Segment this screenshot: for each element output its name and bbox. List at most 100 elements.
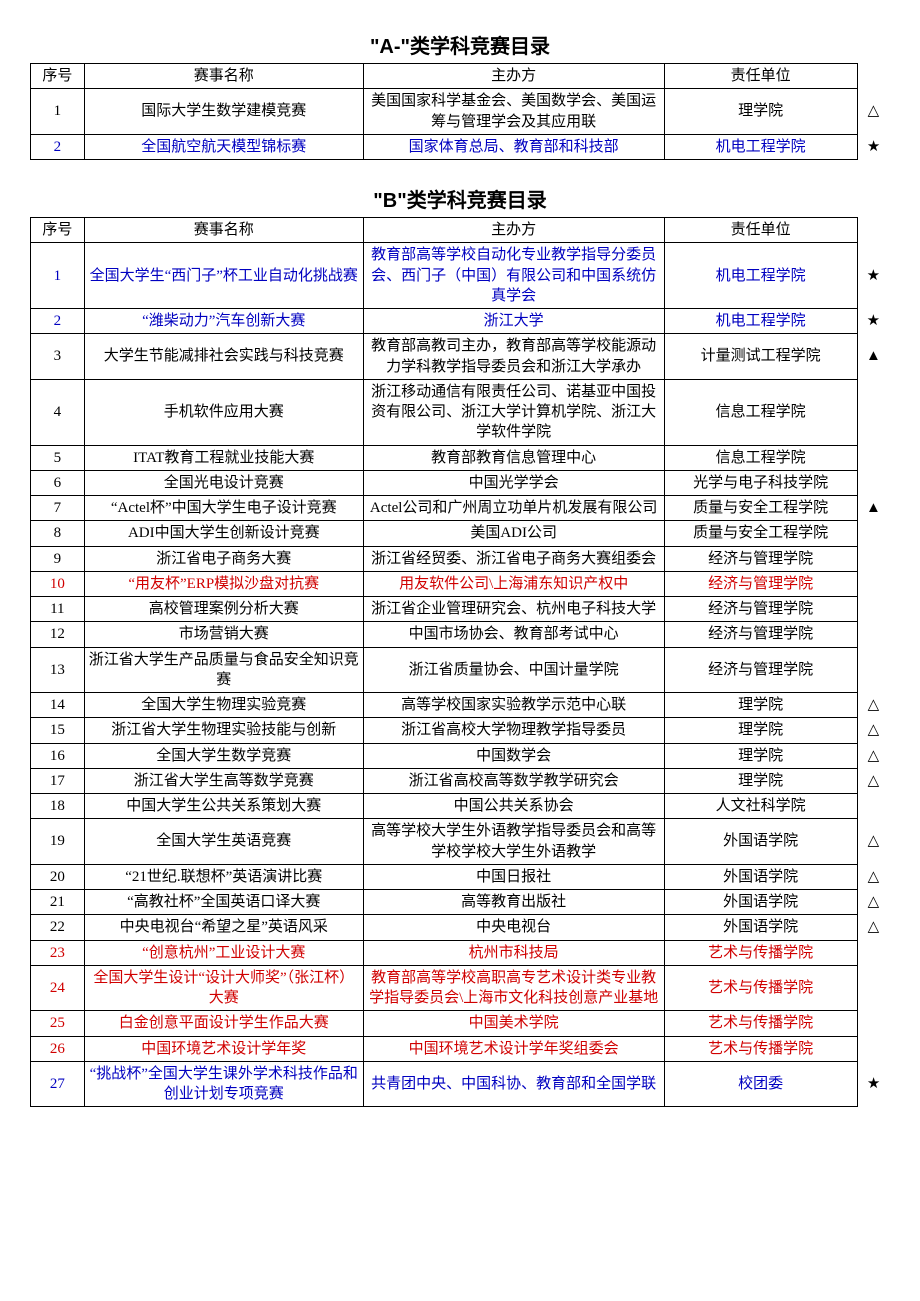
table-row: 1全国大学生“西门子”杯工业自动化挑战赛教育部高等学校自动化专业教学指导分委员会… [31, 243, 890, 309]
cell-dept: 经济与管理学院 [664, 571, 857, 596]
cell-org: 中国环境艺术设计学年奖组委会 [363, 1036, 664, 1061]
cell-org: 教育部高等学校高职高专艺术设计类专业教学指导委员会\上海市文化科技创意产业基地 [363, 965, 664, 1011]
cell-name: 中国大学生公共关系策划大赛 [84, 794, 363, 819]
cell-mark [857, 445, 889, 470]
cell-org: 高等教育出版社 [363, 890, 664, 915]
cell-sn: 9 [31, 546, 85, 571]
cell-mark: ★ [857, 243, 889, 309]
cell-sn: 4 [31, 379, 85, 445]
cell-org: 浙江大学 [363, 309, 664, 334]
cell-mark: △ [857, 768, 889, 793]
table-row: 4手机软件应用大赛浙江移动通信有限责任公司、诺基亚中国投资有限公司、浙江大学计算… [31, 379, 890, 445]
cell-dept: 理学院 [664, 743, 857, 768]
table-row: 27“挑战杯”全国大学生课外学术科技作品和创业计划专项竞赛共青团中央、中国科协、… [31, 1061, 890, 1107]
cell-org: 浙江省高校高等数学教学研究会 [363, 768, 664, 793]
cell-sn: 16 [31, 743, 85, 768]
cell-mark [857, 1036, 889, 1061]
table-b-title: "B"类学科竞赛目录 [30, 184, 890, 213]
header-mark [857, 218, 889, 243]
table-row: 22中央电视台“希望之星”英语风采中央电视台外国语学院△ [31, 915, 890, 940]
header-sn: 序号 [31, 218, 85, 243]
cell-mark [857, 379, 889, 445]
cell-org: 中国日报社 [363, 864, 664, 889]
cell-mark: △ [857, 89, 889, 135]
header-name: 赛事名称 [84, 218, 363, 243]
cell-name: 全国大学生设计“设计大师奖”（张江杯）大赛 [84, 965, 363, 1011]
cell-org: 共青团中央、中国科协、教育部和全国学联 [363, 1061, 664, 1107]
cell-dept: 艺术与传播学院 [664, 1011, 857, 1036]
cell-org: 中国美术学院 [363, 1011, 664, 1036]
header-dept: 责任单位 [664, 64, 857, 89]
cell-mark: △ [857, 864, 889, 889]
table-row: 1国际大学生数学建模竞赛美国国家科学基金会、美国数学会、美国运筹与管理学会及其应… [31, 89, 890, 135]
cell-sn: 3 [31, 334, 85, 380]
cell-org: 教育部高教司主办，教育部高等学校能源动力学科教学指导委员会和浙江大学承办 [363, 334, 664, 380]
cell-name: ITAT教育工程就业技能大赛 [84, 445, 363, 470]
cell-org: 中国市场协会、教育部考试中心 [363, 622, 664, 647]
table-row: 7“Actel杯”中国大学生电子设计竞赛Actel公司和广州周立功单片机发展有限… [31, 496, 890, 521]
cell-name: 手机软件应用大赛 [84, 379, 363, 445]
cell-dept: 理学院 [664, 768, 857, 793]
cell-name: 全国光电设计竞赛 [84, 470, 363, 495]
cell-dept: 机电工程学院 [664, 309, 857, 334]
cell-org: 教育部教育信息管理中心 [363, 445, 664, 470]
table-row: 19全国大学生英语竞赛高等学校大学生外语教学指导委员会和高等学校学校大学生外语教… [31, 819, 890, 865]
table-b: 序号 赛事名称 主办方 责任单位 1全国大学生“西门子”杯工业自动化挑战赛教育部… [30, 217, 890, 1107]
cell-name: “创意杭州”工业设计大赛 [84, 940, 363, 965]
cell-name: 大学生节能减排社会实践与科技竞赛 [84, 334, 363, 380]
cell-name: “挑战杯”全国大学生课外学术科技作品和创业计划专项竞赛 [84, 1061, 363, 1107]
cell-name: 市场营销大赛 [84, 622, 363, 647]
cell-org: 浙江省质量协会、中国计量学院 [363, 647, 664, 693]
cell-dept: 人文社科学院 [664, 794, 857, 819]
cell-org: 浙江省高校大学物理教学指导委员 [363, 718, 664, 743]
cell-mark: ★ [857, 134, 889, 159]
cell-org: 杭州市科技局 [363, 940, 664, 965]
cell-sn: 2 [31, 309, 85, 334]
cell-dept: 外国语学院 [664, 819, 857, 865]
cell-sn: 14 [31, 693, 85, 718]
cell-name: “21世纪.联想杯”英语演讲比赛 [84, 864, 363, 889]
cell-mark: △ [857, 890, 889, 915]
table-row: 15浙江省大学生物理实验技能与创新浙江省高校大学物理教学指导委员理学院△ [31, 718, 890, 743]
cell-dept: 信息工程学院 [664, 445, 857, 470]
cell-dept: 外国语学院 [664, 915, 857, 940]
cell-mark [857, 597, 889, 622]
cell-sn: 20 [31, 864, 85, 889]
cell-name: “Actel杯”中国大学生电子设计竞赛 [84, 496, 363, 521]
cell-org: 浙江省企业管理研究会、杭州电子科技大学 [363, 597, 664, 622]
cell-sn: 8 [31, 521, 85, 546]
cell-sn: 7 [31, 496, 85, 521]
cell-org: Actel公司和广州周立功单片机发展有限公司 [363, 496, 664, 521]
cell-mark: ★ [857, 309, 889, 334]
cell-org: 高等学校大学生外语教学指导委员会和高等学校学校大学生外语教学 [363, 819, 664, 865]
header-name: 赛事名称 [84, 64, 363, 89]
cell-dept: 计量测试工程学院 [664, 334, 857, 380]
cell-sn: 13 [31, 647, 85, 693]
table-row: 21“高教社杯”全国英语口译大赛高等教育出版社外国语学院△ [31, 890, 890, 915]
cell-dept: 信息工程学院 [664, 379, 857, 445]
cell-org: 教育部高等学校自动化专业教学指导分委员会、西门子（中国）有限公司和中国系统仿真学… [363, 243, 664, 309]
cell-sn: 19 [31, 819, 85, 865]
cell-mark [857, 794, 889, 819]
cell-dept: 理学院 [664, 718, 857, 743]
cell-name: 浙江省大学生产品质量与食品安全知识竞赛 [84, 647, 363, 693]
cell-sn: 6 [31, 470, 85, 495]
cell-org: 美国ADI公司 [363, 521, 664, 546]
cell-name: “用友杯”ERP模拟沙盘对抗赛 [84, 571, 363, 596]
cell-mark [857, 571, 889, 596]
cell-mark [857, 940, 889, 965]
cell-org: 浙江移动通信有限责任公司、诺基亚中国投资有限公司、浙江大学计算机学院、浙江大学软… [363, 379, 664, 445]
cell-dept: 机电工程学院 [664, 243, 857, 309]
cell-name: ADI中国大学生创新设计竞赛 [84, 521, 363, 546]
cell-name: “潍柴动力”汽车创新大赛 [84, 309, 363, 334]
cell-mark: △ [857, 915, 889, 940]
cell-org: 高等学校国家实验教学示范中心联 [363, 693, 664, 718]
cell-mark: △ [857, 743, 889, 768]
cell-sn: 21 [31, 890, 85, 915]
cell-name: 浙江省大学生物理实验技能与创新 [84, 718, 363, 743]
table-row: 26中国环境艺术设计学年奖中国环境艺术设计学年奖组委会艺术与传播学院 [31, 1036, 890, 1061]
table-row: 13浙江省大学生产品质量与食品安全知识竞赛浙江省质量协会、中国计量学院经济与管理… [31, 647, 890, 693]
cell-dept: 理学院 [664, 693, 857, 718]
cell-dept: 理学院 [664, 89, 857, 135]
cell-org: 中国数学会 [363, 743, 664, 768]
